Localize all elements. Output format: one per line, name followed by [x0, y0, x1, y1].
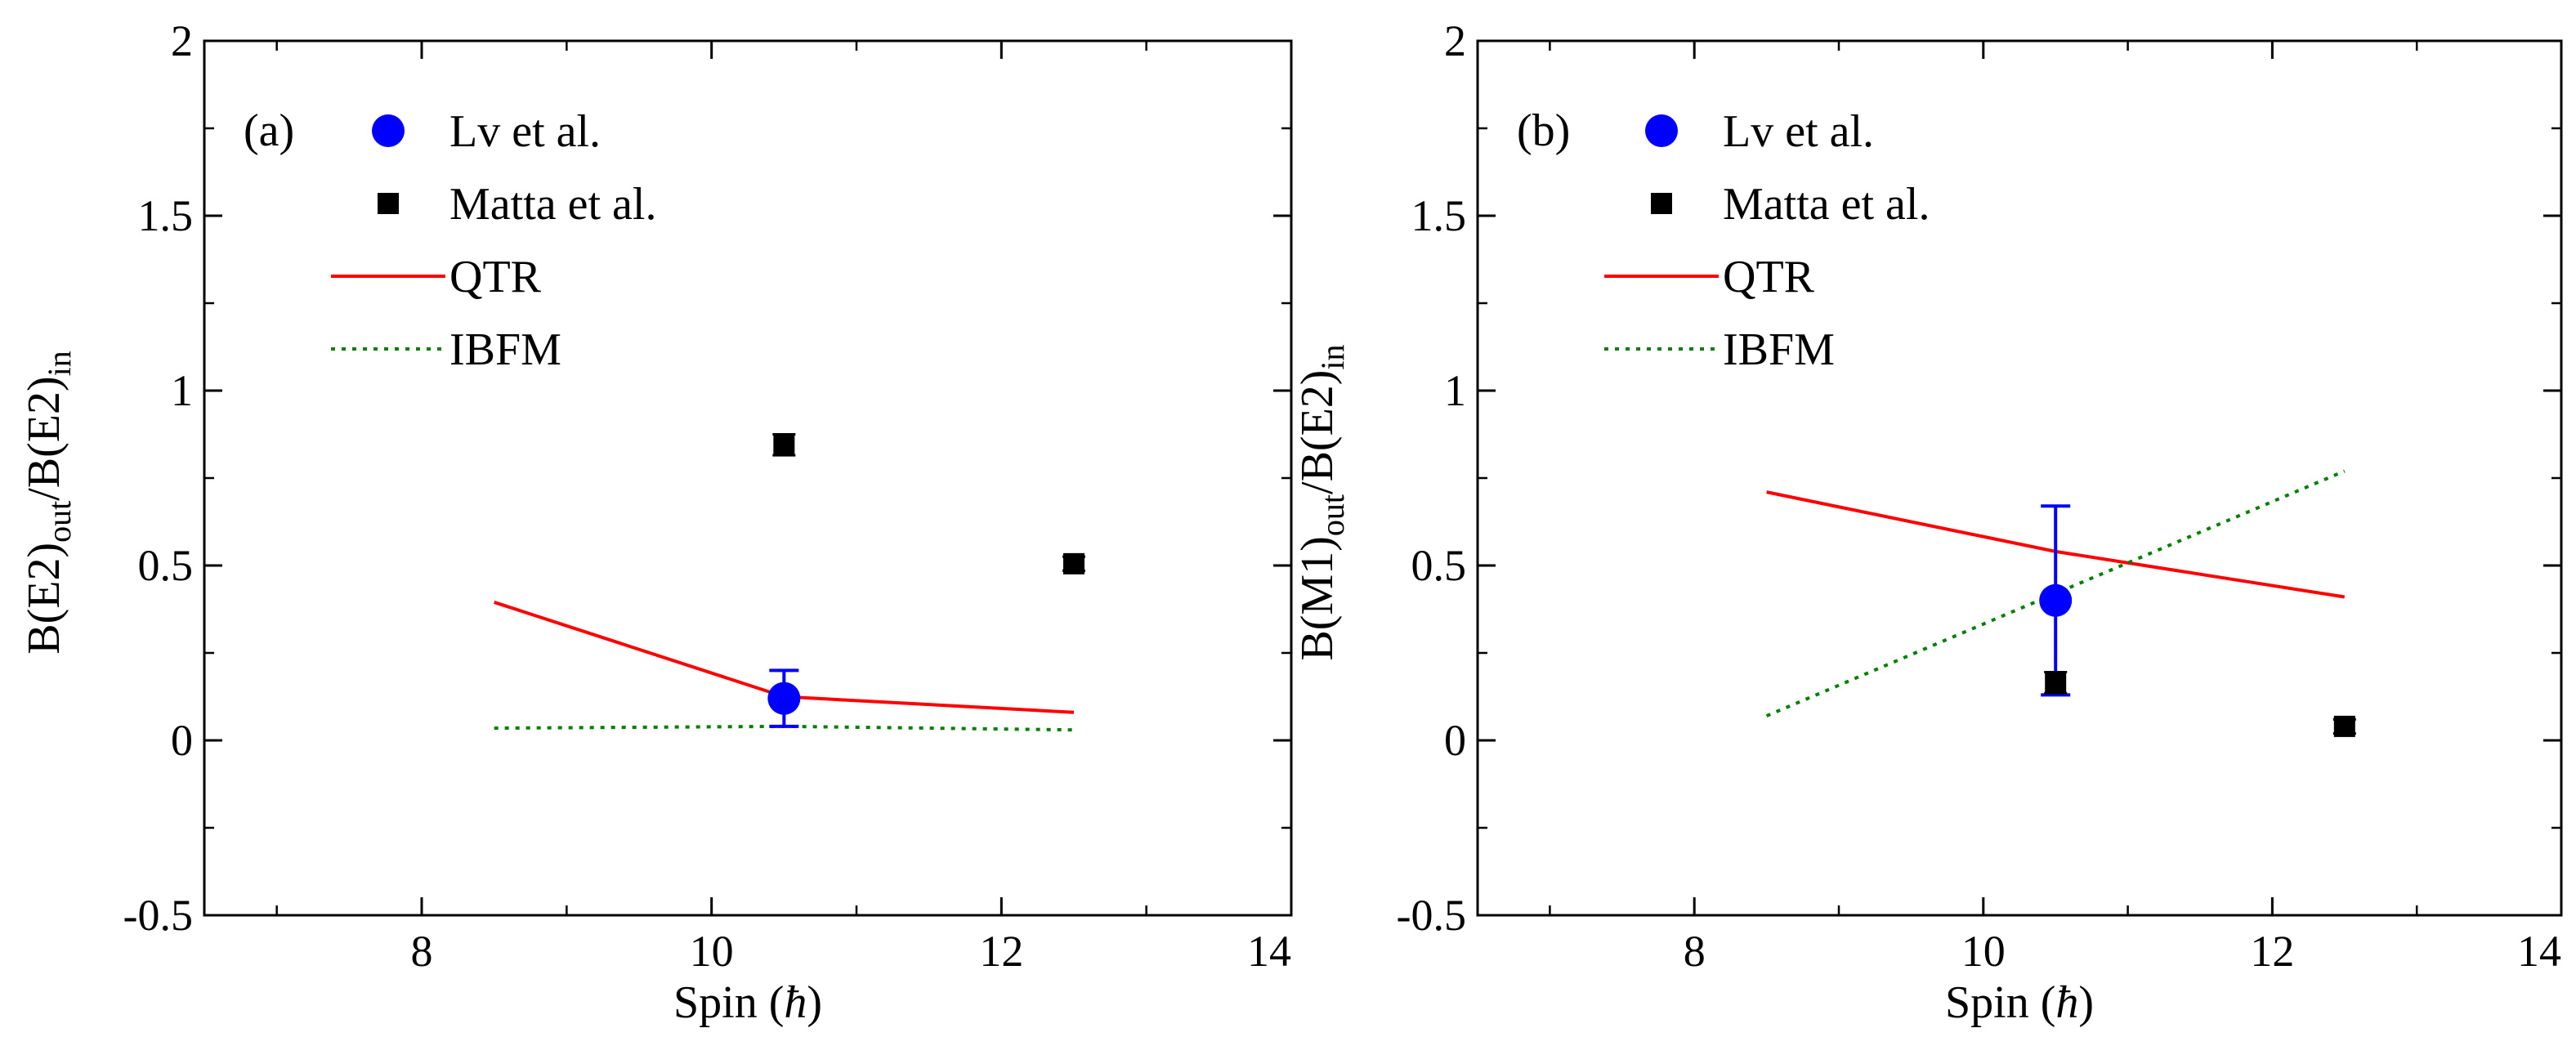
- lv-data-point: [767, 682, 801, 715]
- legend-entry: Lv et al.: [372, 106, 601, 157]
- y-tick-label: 1: [171, 366, 193, 415]
- legend-entry: Matta et al.: [378, 179, 656, 230]
- y-axis-part: B(M1): [1292, 536, 1343, 660]
- lv-data-point: [2039, 583, 2073, 617]
- x-axis-label: Spin (: [673, 977, 784, 1028]
- y-tick-label: 0.5: [1411, 541, 1467, 590]
- y-axis-subscript: out: [1314, 494, 1351, 536]
- y-tick-label: 0.5: [138, 541, 194, 590]
- legend-entry: IBFM: [1604, 324, 1835, 375]
- x-tick-label: 10: [1961, 927, 2006, 976]
- legend-lv-marker: [372, 114, 405, 147]
- legend-matta-marker: [378, 193, 399, 214]
- legend-matta-marker: [1651, 193, 1672, 214]
- y-axis-subscript: in: [1314, 344, 1351, 369]
- matta-data-point: [773, 434, 795, 456]
- data-layer: [1765, 469, 2356, 737]
- legend-label: Matta et al.: [449, 179, 656, 230]
- legend-lv-marker: [1645, 114, 1678, 147]
- x-axis-paren: ): [2078, 977, 2094, 1028]
- y-axis-part: /B(E2): [1292, 370, 1343, 494]
- x-tick-label: 10: [690, 927, 734, 976]
- x-tick-label: 8: [411, 927, 433, 976]
- legend-label: QTR: [449, 252, 542, 302]
- legend-entry: Lv et al.: [1645, 106, 1874, 157]
- y-tick-label: 1.5: [1411, 191, 1467, 240]
- x-tick-label: 12: [979, 927, 1023, 976]
- y-axis-title: B(E2)out/B(E2)in: [19, 351, 78, 655]
- plot-frame: [1476, 39, 2563, 917]
- legend-entry: IBFM: [331, 324, 561, 375]
- matta-data-point: [2333, 715, 2355, 737]
- plot-frame: [203, 39, 1293, 917]
- y-axis-subscript: in: [41, 351, 78, 376]
- matta-data-point: [1063, 552, 1085, 574]
- y-tick-label: 1: [1444, 366, 1466, 415]
- legend-label: IBFM: [1723, 324, 1835, 375]
- x-tick-label: 12: [2250, 927, 2294, 976]
- legend-label: Lv et al.: [1723, 106, 1874, 157]
- panel-b: -0.5 0 0.5 1 1.5 2 8 10 12 14 Spin (ħ) B(M1)out/B(E…: [1292, 16, 2563, 1028]
- y-tick-label: -0.5: [123, 891, 193, 940]
- y-tick-label: 2: [1444, 16, 1466, 65]
- ibfm-line: [1765, 469, 2346, 717]
- legend-entry: QTR: [331, 252, 542, 302]
- legend-entry: QTR: [1604, 252, 1815, 302]
- y-tick-label: 0: [171, 716, 193, 765]
- x-tick-label: 14: [2517, 927, 2561, 976]
- legend-entry: Matta et al.: [1651, 179, 1930, 230]
- legend-label: Lv et al.: [449, 106, 601, 157]
- y-axis-part: B(E2): [19, 543, 69, 655]
- y-axis-title: B(M1)out/B(E2)in: [1292, 344, 1351, 660]
- x-axis-label: Spin (: [1945, 977, 2055, 1028]
- y-tick-label: 2: [171, 16, 193, 65]
- panel-label: (a): [244, 105, 294, 156]
- y-axis-subscript: out: [41, 501, 78, 543]
- y-axis-part: /B(E2): [19, 376, 69, 500]
- legend-label: Matta et al.: [1723, 179, 1930, 230]
- matta-data-point: [2045, 672, 2067, 694]
- x-axis-unit: ħ: [784, 977, 807, 1028]
- x-tick-label: 14: [1247, 927, 1291, 976]
- x-tick-label: 8: [1684, 927, 1706, 976]
- data-layer: [494, 433, 1085, 732]
- legend-label: QTR: [1723, 252, 1815, 302]
- x-axis-paren: ): [807, 977, 822, 1028]
- x-axis-unit: ħ: [2055, 977, 2078, 1028]
- x-axis-title: Spin (ħ): [1945, 977, 2094, 1028]
- y-tick-label: -0.5: [1397, 891, 1466, 940]
- y-tick-label: 0: [1444, 716, 1466, 765]
- panel-a: -0.5 0 0.5 1 1.5 2 8 10 12 14 Spin (ħ) B(E2)out/B(E…: [19, 16, 1293, 1028]
- legend-label: IBFM: [449, 324, 561, 375]
- panel-label: (b): [1517, 105, 1570, 156]
- y-tick-label: 1.5: [138, 191, 194, 240]
- x-axis-title: Spin (ħ): [673, 977, 822, 1028]
